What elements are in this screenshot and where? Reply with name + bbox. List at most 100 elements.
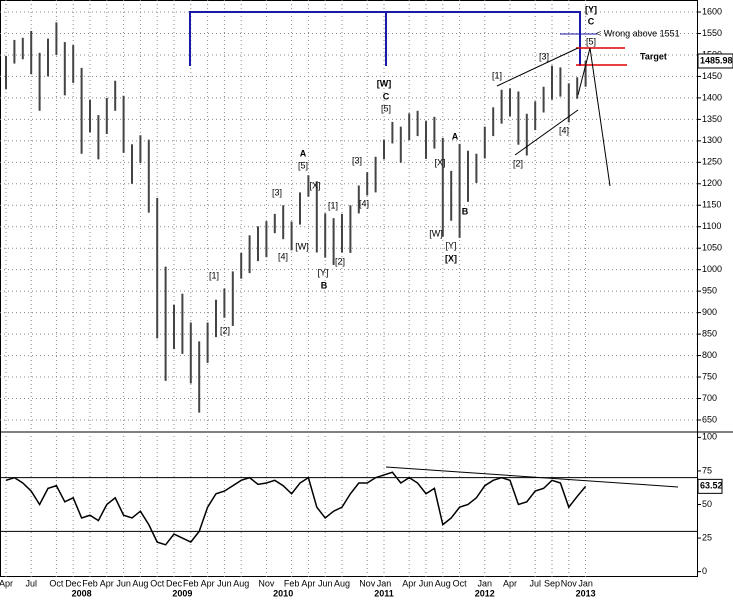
last-value-label: 1485.98 (700, 55, 733, 65)
wave-label: Target (640, 51, 667, 61)
x-tick-label: Apr (0, 578, 13, 588)
wave-label: C (588, 16, 595, 26)
wave-label: B (462, 206, 469, 216)
year-label: 2012 (475, 588, 495, 598)
x-tick-label: Dec (166, 578, 183, 588)
rsi-trendline (385, 466, 679, 488)
x-tick-label: Dec (65, 578, 82, 588)
wave-label: A (300, 148, 307, 158)
x-tick-label: Aug (233, 578, 249, 588)
y-tick-label: 1150 (702, 200, 721, 210)
wave-label: [4] (359, 198, 369, 208)
marks (0, 0, 697, 577)
last-value-box (697, 53, 733, 69)
x-tick-label: Jul (25, 578, 37, 588)
x-tick-label: Jan (478, 578, 493, 588)
wave-label: [Y] (317, 267, 328, 277)
wave-label: [5] (381, 103, 391, 113)
wave-label: [2] (220, 325, 230, 335)
year-label: 2011 (374, 588, 394, 598)
x-tick-label: Nov (258, 578, 275, 588)
y-tick-label: 1400 (702, 92, 722, 102)
x-tick-label: Apr (301, 578, 315, 588)
channel-line (514, 109, 579, 156)
y-tick-label: 1300 (702, 135, 722, 145)
y-tick-label: 1350 (702, 114, 722, 124)
y-tick-label: 1100 (702, 221, 721, 231)
year-label: 2013 (576, 588, 596, 598)
y-tick-label: 50 (702, 499, 712, 509)
wave-label: [1] (492, 70, 502, 80)
y-tick-label: 1000 (702, 264, 722, 274)
x-tick-label: Jun (318, 578, 333, 588)
wave-label: [W] (429, 228, 443, 238)
y-tick-label: 75 (702, 465, 712, 475)
wave-label: [X] (309, 180, 320, 190)
y-tick-label: 650 (702, 414, 717, 424)
y-tick-label: 800 (702, 350, 717, 360)
wave-label: [5] (586, 36, 596, 46)
wave-label: [3] (272, 187, 282, 197)
wave-label: [2] (513, 158, 523, 168)
y-tick-label: 1600 (702, 6, 722, 16)
x-tick-label: Nov (359, 578, 376, 588)
x-tick-label: Jul (529, 578, 541, 588)
wave-label: [X] (434, 157, 445, 167)
x-tick-label: Apr (100, 578, 114, 588)
wave-label: [5] (298, 160, 308, 170)
y-tick-label: 1050 (702, 243, 722, 253)
x-tick-label: Jun (217, 578, 232, 588)
year-label: 2010 (273, 588, 293, 598)
x-tick-label: Jan (578, 578, 593, 588)
x-tick-label: Aug (334, 578, 350, 588)
wave-label: [4] (278, 251, 288, 261)
wave-label: [X] (445, 253, 457, 263)
wave-label: C (383, 91, 390, 101)
wave-label: [2] (335, 256, 345, 266)
wave-label: [4] (559, 125, 569, 135)
y-tick-label: 1250 (702, 157, 722, 167)
y-tick-label: 0 (702, 566, 707, 576)
y-tick-label: 1450 (702, 71, 722, 81)
wave-label: [1] (209, 270, 219, 280)
x-tick-label: Apr (201, 578, 215, 588)
year-label: 2009 (172, 588, 192, 598)
wave-label: [3] (352, 155, 362, 165)
rsi-line (5, 471, 587, 546)
wave-label: B (321, 280, 328, 290)
x-tick-label: Oct (49, 578, 64, 588)
wave-label: [W] (377, 78, 392, 88)
y-tick-label: 750 (702, 371, 717, 381)
y-tick-label: 25 (702, 532, 712, 542)
x-tick-label: Feb (183, 578, 199, 588)
x-tick-label: Jun (419, 578, 434, 588)
x-tick-label: Aug (435, 578, 451, 588)
x-tick-label: Feb (82, 578, 98, 588)
y-tick-label: 700 (702, 393, 717, 403)
wave-label: [1] (328, 200, 338, 210)
x-tick-label: Jan (377, 578, 392, 588)
last-value-box (697, 478, 723, 494)
x-tick-label: Oct (150, 578, 165, 588)
wave-label: [Y] (585, 4, 597, 14)
channel-line (496, 47, 579, 87)
x-tick-label: Feb (284, 578, 300, 588)
wave-label: [Y] (445, 240, 456, 250)
plot-frame (0, 0, 698, 577)
x-tick-label: Apr (503, 578, 517, 588)
y-tick-label: 100 (702, 432, 717, 442)
wave-label: [W] (295, 241, 309, 251)
x-tick-label: Apr (402, 578, 416, 588)
last-value-label: 63.52 (700, 481, 723, 491)
y-tick-label: 1550 (702, 28, 722, 38)
x-tick-label: Jun (116, 578, 131, 588)
x-tick-label: Oct (453, 578, 468, 588)
y-tick-label: 850 (702, 328, 717, 338)
y-tick-label: 1200 (702, 178, 722, 188)
wave-label: A (452, 131, 459, 141)
projection-line (577, 47, 611, 187)
x-tick-label: Aug (132, 578, 148, 588)
year-label: 2008 (72, 588, 92, 598)
